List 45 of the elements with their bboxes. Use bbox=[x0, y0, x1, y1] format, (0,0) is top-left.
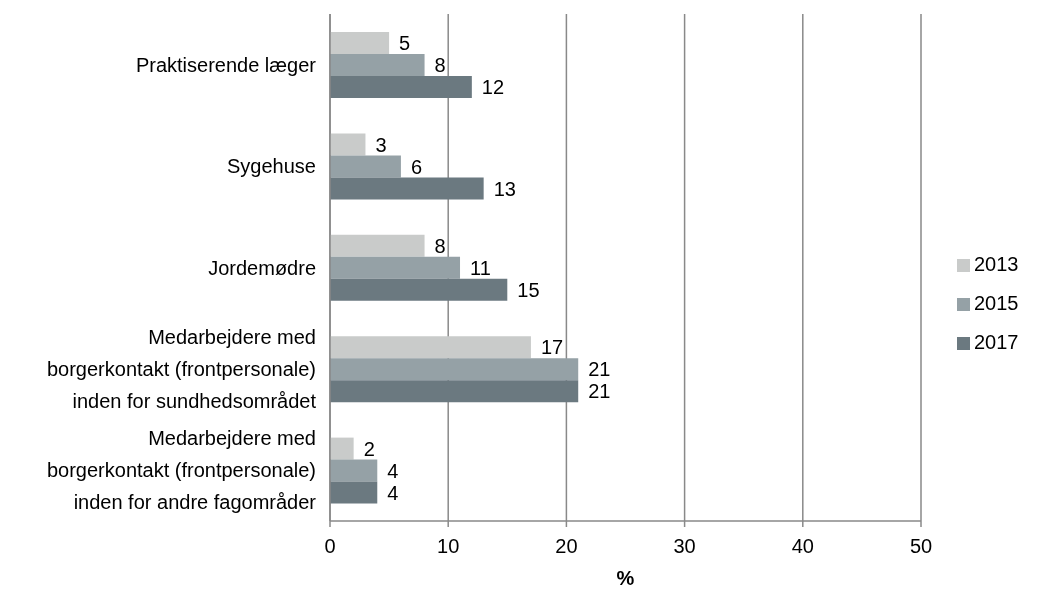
legend-label: 2013 bbox=[974, 253, 1019, 275]
bar bbox=[330, 459, 378, 482]
bar bbox=[330, 256, 461, 279]
y-tick-label: Sygehuse bbox=[227, 155, 316, 178]
data-label: 3 bbox=[375, 133, 387, 156]
data-label: 12 bbox=[481, 76, 505, 99]
bar bbox=[330, 437, 354, 460]
y-tick-label: Medarbejdere med borgerkontakt (frontpersonale) inden for sundhedsområdet bbox=[46, 325, 317, 412]
bar bbox=[330, 481, 378, 504]
x-tick-label: 30 bbox=[673, 535, 696, 558]
bar bbox=[330, 336, 531, 359]
legend-label: 2015 bbox=[974, 292, 1019, 314]
data-label: 21 bbox=[588, 358, 611, 381]
bar bbox=[330, 76, 472, 98]
bar bbox=[330, 133, 366, 156]
data-label: 11 bbox=[470, 256, 491, 279]
data-label: 8 bbox=[434, 234, 446, 257]
bar bbox=[330, 54, 425, 76]
y-tick-label: Medarbejdere med borgerkontakt (frontpersonale) inden for andre fagområder bbox=[46, 427, 317, 514]
data-label: 4 bbox=[387, 459, 399, 482]
bar bbox=[330, 155, 401, 178]
x-tick-label: 10 bbox=[437, 535, 460, 558]
data-label: 2 bbox=[363, 437, 375, 460]
data-label: 13 bbox=[493, 177, 516, 200]
x-tick-label: 20 bbox=[555, 535, 578, 558]
data-label: 8 bbox=[434, 54, 446, 77]
data-label: 5 bbox=[399, 32, 411, 55]
bar bbox=[330, 177, 484, 200]
data-label: 4 bbox=[387, 481, 399, 504]
x-axis-title: % bbox=[616, 567, 635, 589]
data-label: 17 bbox=[540, 336, 564, 359]
data-label: 21 bbox=[588, 380, 611, 403]
bar bbox=[330, 32, 390, 54]
data-label: 15 bbox=[517, 278, 540, 301]
x-tick-label: 40 bbox=[791, 535, 814, 558]
bar bbox=[330, 234, 425, 257]
x-tick-label: 50 bbox=[909, 535, 933, 558]
bar bbox=[330, 380, 579, 403]
y-tick-label: Jordemødre bbox=[208, 256, 316, 279]
data-label: 6 bbox=[410, 155, 423, 178]
legend-label: 2017 bbox=[974, 331, 1019, 353]
y-tick-label: Praktiserende læger bbox=[135, 53, 317, 76]
bar bbox=[330, 358, 579, 381]
x-tick-label: 0 bbox=[324, 535, 336, 558]
bar bbox=[330, 278, 508, 301]
